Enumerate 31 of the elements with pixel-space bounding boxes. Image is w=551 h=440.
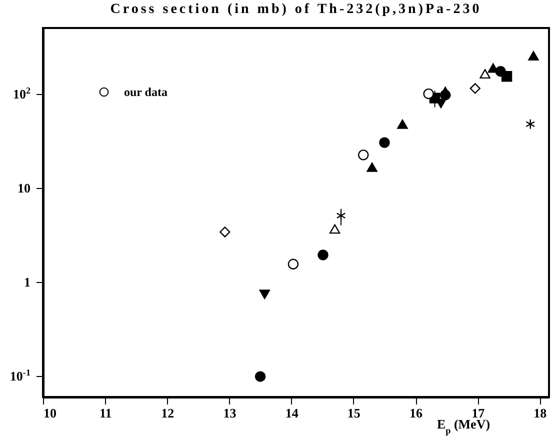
x-tick-label: 14: [285, 406, 299, 420]
x-tick-label: 16: [410, 406, 424, 420]
point: [366, 162, 378, 172]
y-tick-label: 10$^{2}$: [12, 85, 31, 102]
legend-label: our data: [124, 85, 168, 99]
point: [423, 88, 434, 100]
point: [259, 290, 270, 300]
point: [358, 150, 369, 160]
point: [495, 66, 506, 77]
y-tick-label: 1: [24, 274, 30, 290]
x-tick-label: 12: [161, 406, 174, 420]
chart-title: Cross section (in mb) of Th-232(p,3n)Pa-230: [110, 2, 482, 17]
y-tick-label: 10$^{-1}$: [10, 368, 31, 384]
point: [220, 226, 230, 238]
x-tick-label: 13: [223, 406, 237, 420]
point: [318, 250, 328, 260]
point: [480, 69, 490, 79]
y-tick-label: 10: [18, 180, 30, 196]
x-tick-label: 15: [347, 406, 361, 420]
point: [526, 118, 536, 130]
point: [379, 137, 390, 148]
point: [440, 90, 451, 100]
x-tick-label: 11: [99, 406, 112, 420]
x-tick-label: 18: [534, 406, 548, 420]
point: [528, 51, 539, 61]
point: [397, 119, 408, 129]
point: [254, 371, 266, 382]
point: [470, 83, 480, 94]
point: [288, 258, 299, 270]
point: [329, 224, 340, 234]
x-tick-label: 10: [44, 406, 56, 420]
